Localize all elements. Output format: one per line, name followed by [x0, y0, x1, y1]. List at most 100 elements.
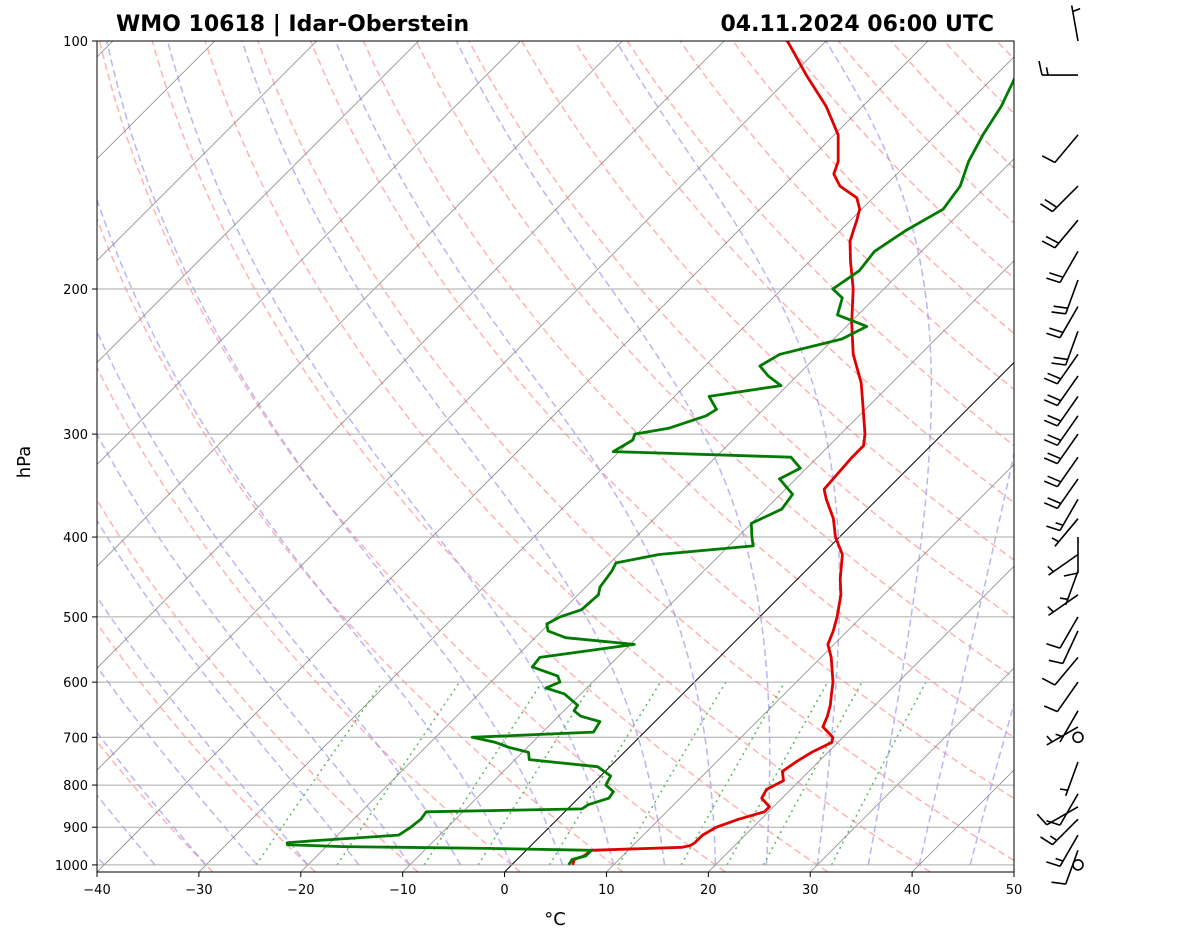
barb-half [1059, 788, 1068, 791]
barb-shaft [1064, 330, 1079, 366]
barb-full [1046, 525, 1061, 532]
dry-adiabat [310, 41, 1014, 800]
x-tick-label: −20 [287, 883, 314, 898]
x-tick-label: −30 [185, 883, 212, 898]
x-axis-label: °C [544, 909, 566, 930]
barb-full [1046, 861, 1061, 868]
barb-full [1043, 457, 1058, 465]
x-tick-label: 0 [500, 883, 508, 898]
dewpoint-line [285, 76, 1014, 866]
barb-shaft [1059, 616, 1079, 649]
x-tick-label: 20 [700, 883, 717, 898]
barb-full [1038, 60, 1043, 76]
barb-shaft [1056, 353, 1079, 385]
barb-full [1048, 659, 1063, 665]
barb-full [1040, 836, 1053, 846]
wind-barb [1043, 353, 1079, 385]
mixing-ratio-line [336, 681, 461, 866]
barb-full [1045, 235, 1060, 244]
dry-adiabat [97, 498, 419, 872]
barb-full [1041, 240, 1056, 249]
moist-adiabat [97, 330, 462, 866]
wind-barb [1043, 456, 1079, 488]
wind-barb [1059, 570, 1079, 606]
barb-full [1047, 497, 1062, 505]
series-layer [285, 41, 1014, 866]
moist-adiabat [97, 432, 411, 866]
dry-adiabat [679, 41, 1014, 391]
moist-adiabat [969, 701, 1014, 866]
wind-barb [1048, 630, 1079, 665]
zero-isotherm [504, 361, 1014, 872]
barb-full [1047, 394, 1062, 402]
wind-barb [1046, 793, 1079, 826]
wind-barb [1040, 818, 1079, 846]
barb-full [1043, 502, 1058, 510]
x-tick-label: 30 [802, 883, 819, 898]
barb-half [1047, 565, 1054, 573]
isotherm [300, 158, 1014, 872]
moist-adiabat [825, 41, 933, 866]
barb-full [1047, 434, 1062, 442]
y-tick-label: 800 [63, 779, 88, 794]
moist-adiabat [615, 41, 841, 865]
wind-barbs [1036, 5, 1084, 885]
x-tick-label: −10 [389, 883, 416, 898]
barb-full [1051, 311, 1066, 315]
barb-full [1047, 372, 1062, 380]
y-tick-label: 500 [63, 611, 88, 626]
barb-shaft [1064, 761, 1079, 797]
wind-barb [1063, 537, 1079, 577]
barb-half [1059, 597, 1068, 601]
barb-shaft [1056, 375, 1079, 406]
barb-shaft [1054, 134, 1079, 164]
calm-circle [1072, 731, 1084, 744]
mixing-ratio-line [830, 681, 927, 866]
barb-full [1046, 277, 1061, 284]
barb-half [1055, 521, 1064, 527]
barb-shaft [1064, 570, 1079, 606]
isotherm [708, 565, 1014, 872]
barb-full [1049, 327, 1064, 334]
barb-shaft [1070, 5, 1079, 42]
barb-shaft [1064, 279, 1079, 315]
wind-barb [1043, 415, 1079, 447]
wind-barb [1038, 60, 1078, 76]
barb-half [1072, 7, 1081, 13]
barb-full [1043, 377, 1058, 385]
isotherm [97, 41, 827, 771]
wind-barb [1051, 279, 1079, 315]
wind-barb [1046, 616, 1079, 649]
barb-full [1046, 819, 1061, 826]
barb-shaft [1056, 433, 1079, 465]
y-axis-label: hPa [14, 446, 35, 478]
x-tick-label: 10 [598, 883, 615, 898]
wind-barb [1043, 681, 1079, 713]
x-tick-label: −40 [83, 883, 110, 898]
barb-shaft [1056, 456, 1079, 488]
mixing-ratio-line [548, 681, 662, 866]
wind-barb [1041, 219, 1079, 249]
wind-barb [1046, 498, 1079, 532]
barb-full [1051, 881, 1066, 885]
barb-half [1055, 857, 1064, 862]
mixing-ratio-line [618, 681, 727, 866]
dry-adiabat [97, 622, 316, 872]
barb-shaft [1056, 395, 1079, 427]
wind-barb [1059, 761, 1079, 797]
barb-full [1047, 414, 1062, 422]
y-tick-label: 900 [63, 821, 88, 836]
x-tick-label: 40 [904, 883, 921, 898]
wind-barb [1043, 395, 1079, 427]
barb-full [1043, 480, 1058, 488]
moist-adiabat [97, 595, 309, 866]
wind-barb [1043, 478, 1079, 510]
wind-barb [1047, 553, 1079, 576]
moist-adiabat [97, 197, 513, 866]
barb-full [1043, 399, 1058, 407]
wind-barb [1051, 330, 1079, 366]
dry-adiabat [521, 41, 1014, 561]
wind-barb [1040, 185, 1079, 213]
barb-shaft [1064, 850, 1079, 885]
grid-layer [97, 41, 1014, 872]
